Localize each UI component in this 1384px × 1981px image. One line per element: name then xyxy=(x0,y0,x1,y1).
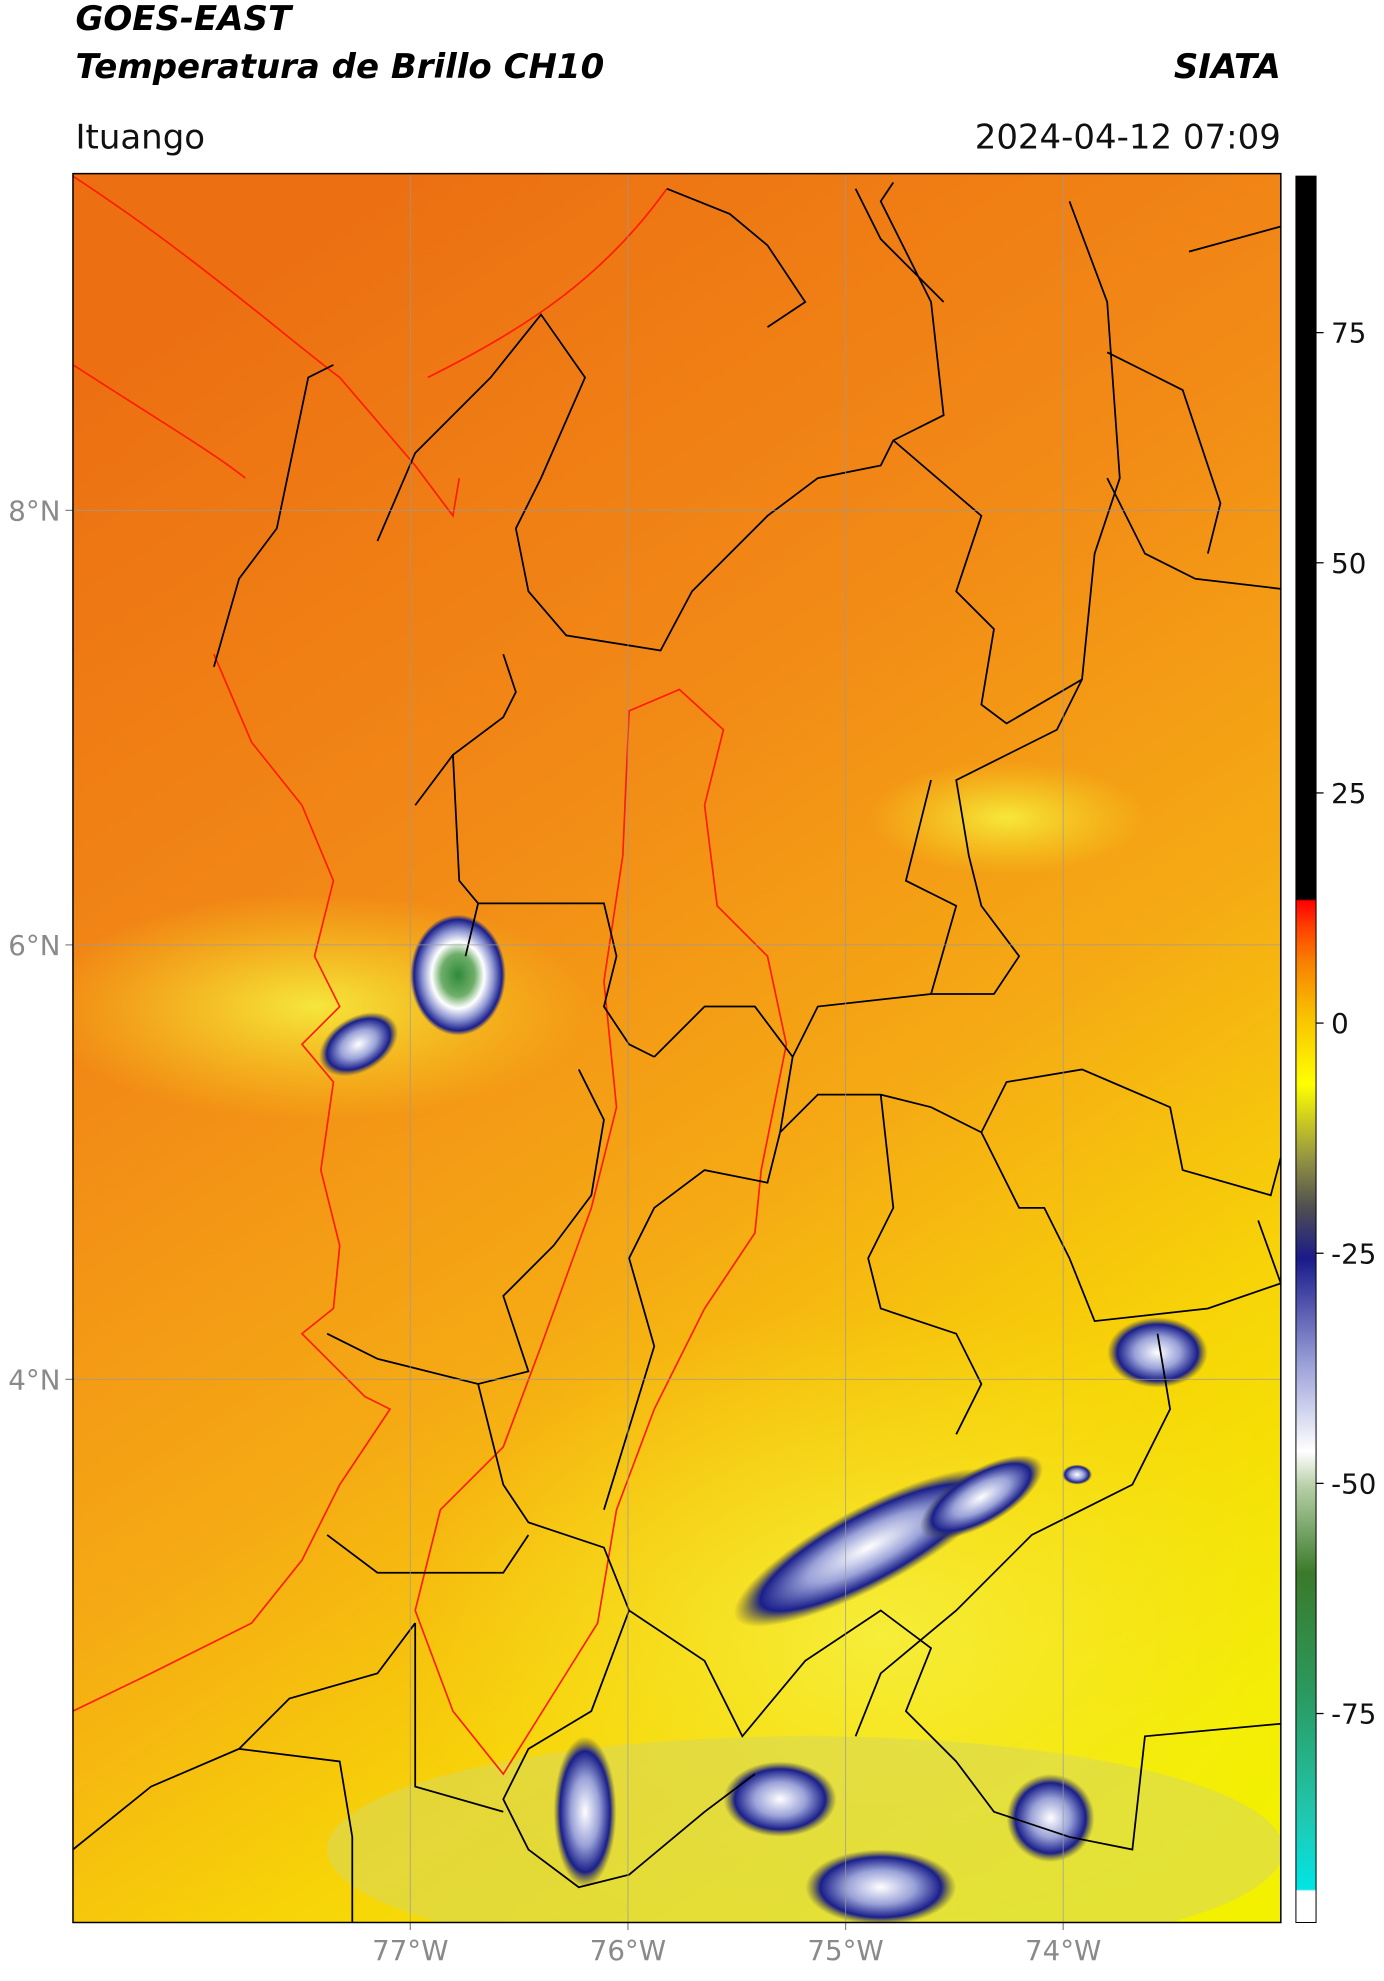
colorbar xyxy=(1295,175,1317,1923)
brand: SIATA xyxy=(1174,47,1281,87)
colorbar-tick-label: -25 xyxy=(1331,1237,1376,1270)
title: GOES-EAST xyxy=(75,0,293,39)
colorbar-tick-label: 75 xyxy=(1331,317,1366,350)
map-frame xyxy=(72,172,1282,1924)
colorbar-tick-label: -75 xyxy=(1331,1698,1376,1731)
colorbar-tick-label: 50 xyxy=(1331,547,1366,580)
product: Temperatura de Brillo CH10 xyxy=(75,47,604,87)
datetime: 2024-04-12 07:09 xyxy=(975,117,1281,157)
x-tick-label: 76°W xyxy=(590,1934,666,1967)
x-tick-label: 74°W xyxy=(1025,1934,1101,1967)
x-tick-label: 75°W xyxy=(807,1934,883,1967)
y-tick-label: 4°N xyxy=(8,1363,60,1396)
colorbar-tick-label: 0 xyxy=(1331,1007,1349,1040)
map-image xyxy=(72,173,1281,1923)
y-tick-label: 8°N xyxy=(8,494,60,527)
colorbar-tick-label: 25 xyxy=(1331,777,1366,810)
colorbar-tick-label: -50 xyxy=(1331,1467,1376,1500)
y-tick-label: 6°N xyxy=(8,929,60,962)
location: Ituango xyxy=(75,117,205,157)
x-tick-label: 77°W xyxy=(372,1934,448,1967)
